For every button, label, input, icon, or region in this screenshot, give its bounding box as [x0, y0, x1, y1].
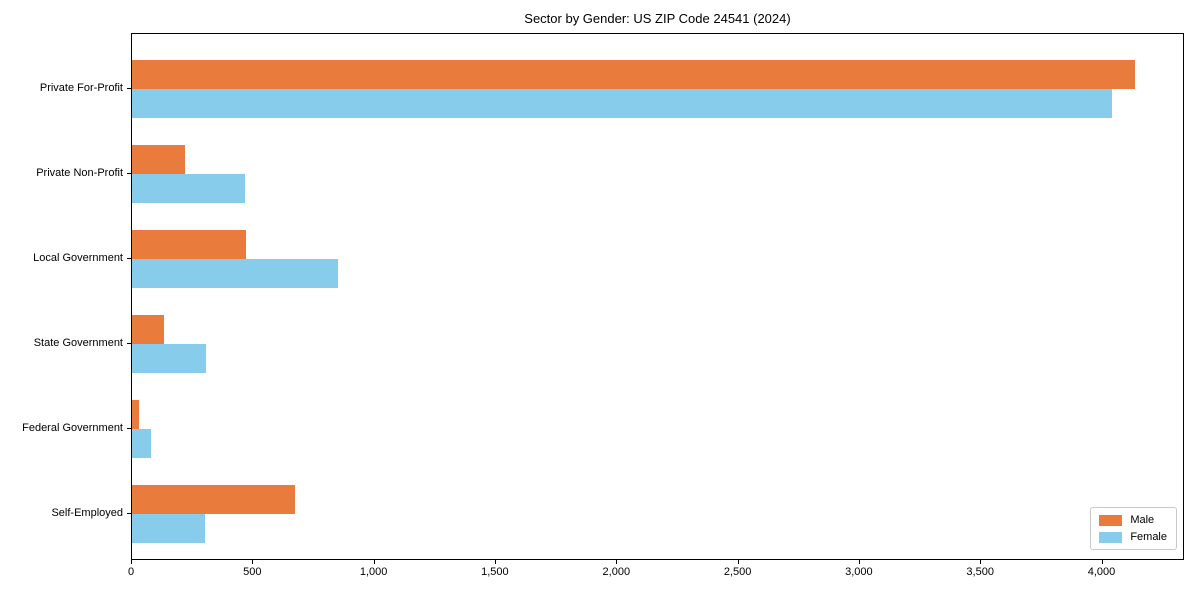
- legend-swatch-female: [1099, 531, 1123, 543]
- y-tick-mark: [127, 88, 131, 89]
- x-tick-mark: [494, 560, 496, 564]
- x-tick-label: 3,500: [966, 566, 994, 578]
- x-tick-label: 1,500: [481, 566, 509, 578]
- legend-label: Male: [1130, 514, 1155, 526]
- legend-swatch-male: [1099, 514, 1123, 526]
- y-category-label: Federal Government: [22, 422, 123, 434]
- bar-male-self-employed: [132, 485, 295, 514]
- x-tick-mark: [858, 560, 860, 564]
- bar-male-local-government: [132, 230, 246, 259]
- plot-area: Male Female: [131, 33, 1184, 560]
- y-category-label: Private Non-Profit: [36, 167, 123, 179]
- legend-item-male: Male: [1099, 514, 1167, 526]
- y-category-label: Private For-Profit: [39, 82, 123, 94]
- x-tick-mark: [131, 560, 132, 564]
- bar-male-federal-government: [132, 400, 140, 429]
- legend-label: Female: [1130, 531, 1167, 543]
- y-category-label: Local Government: [33, 252, 123, 264]
- y-tick-mark: [127, 258, 131, 259]
- x-tick-mark: [737, 560, 739, 564]
- y-category-label: State Government: [33, 337, 123, 349]
- bar-female-private-for-profit: [132, 89, 1113, 118]
- bar-female-self-employed: [132, 514, 205, 543]
- bar-female-private-non-profit: [132, 174, 245, 203]
- x-tick-label: 0: [127, 566, 135, 578]
- x-tick-label: 2,500: [723, 566, 752, 578]
- x-tick-mark: [252, 560, 254, 564]
- legend-item-female: Female: [1099, 531, 1167, 543]
- chart-title: Sector by Gender: US ZIP Code 24541 (202…: [524, 11, 791, 26]
- x-tick-mark: [1101, 560, 1103, 564]
- y-tick-mark: [127, 513, 131, 514]
- y-tick-mark: [127, 173, 131, 174]
- x-tick-label: 2,000: [602, 566, 631, 578]
- legend: Male Female: [1090, 507, 1177, 550]
- x-tick-label: 3,000: [845, 566, 873, 578]
- bar-male-private-for-profit: [132, 60, 1136, 89]
- y-tick-mark: [127, 343, 131, 344]
- bar-male-private-non-profit: [132, 145, 186, 174]
- x-tick-label: 4,000: [1087, 566, 1116, 578]
- bar-female-federal-government: [132, 429, 152, 458]
- x-tick-mark: [980, 560, 982, 564]
- y-tick-mark: [127, 428, 131, 429]
- bar-male-state-government: [132, 315, 164, 344]
- x-tick-label: 1,000: [359, 566, 388, 578]
- x-tick-label: 500: [243, 566, 262, 578]
- bar-female-local-government: [132, 259, 339, 288]
- bar-female-state-government: [132, 344, 206, 373]
- x-tick-mark: [616, 560, 618, 564]
- x-tick-mark: [373, 560, 375, 564]
- y-category-label: Self-Employed: [51, 507, 123, 519]
